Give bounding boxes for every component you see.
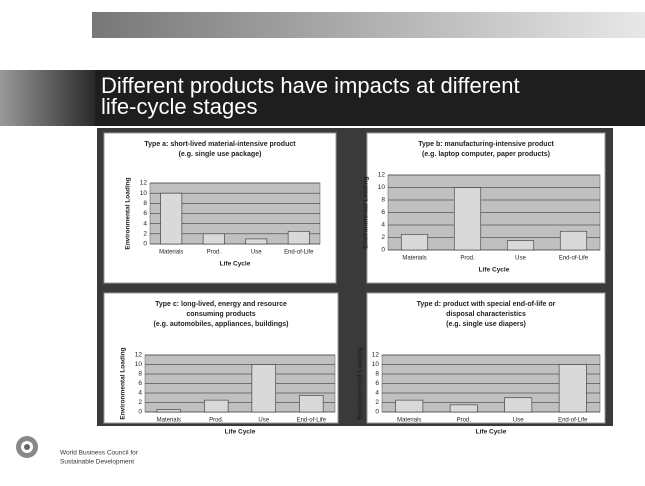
y-tick-label: 4 <box>375 390 379 397</box>
x-tick-label: Materials <box>402 256 426 262</box>
y-axis-label: Environmental Loading <box>120 347 127 419</box>
bar <box>287 230 310 245</box>
bar <box>299 395 324 413</box>
x-axis-label: Life Cycle <box>476 429 507 436</box>
y-tick-label: 12 <box>372 352 380 359</box>
bar <box>251 364 276 413</box>
y-tick-label: 6 <box>375 380 379 387</box>
x-tick-label: Materials <box>397 418 421 424</box>
x-tick-label: Prod. <box>207 250 222 256</box>
x-tick-label: End-of-Life <box>559 256 589 262</box>
bar <box>400 234 429 251</box>
slide-title: Different products have impacts at diffe… <box>101 73 520 98</box>
bar <box>245 238 268 245</box>
x-axis-label: Life Cycle <box>225 429 256 436</box>
x-tick-label: Prod. <box>457 418 472 424</box>
x-tick-label: Materials <box>157 418 181 424</box>
chart-title: disposal characteristics <box>446 311 526 318</box>
bar <box>202 233 225 245</box>
x-axis-label: Life Cycle <box>220 261 251 268</box>
x-tick-label: Prod. <box>209 418 224 424</box>
bar <box>453 187 482 251</box>
bar <box>160 192 183 245</box>
chart-title: Type b: manufacturing-intensive product <box>418 141 554 148</box>
y-axis-label: Environmental Loading <box>363 176 370 248</box>
y-tick-label: 8 <box>138 371 142 378</box>
y-tick-label: 2 <box>143 231 147 238</box>
title-image <box>0 70 95 126</box>
y-tick-label: 2 <box>381 234 385 241</box>
y-tick-label: 6 <box>143 210 147 217</box>
x-tick-label: Materials <box>159 250 183 256</box>
bar <box>156 409 181 413</box>
chart-title: (e.g. laptop computer, paper products) <box>422 151 550 158</box>
y-tick-label: 4 <box>138 390 142 397</box>
y-tick-label: 8 <box>381 197 385 204</box>
x-tick-label: End-of-Life <box>558 418 588 424</box>
y-tick-label: 2 <box>138 399 142 406</box>
y-tick-label: 12 <box>378 172 386 179</box>
bar <box>506 240 535 251</box>
footer-text: Sustainable Development <box>60 459 134 466</box>
y-tick-label: 2 <box>375 399 379 406</box>
y-tick-label: 0 <box>138 409 142 416</box>
y-tick-label: 12 <box>135 352 143 359</box>
y-tick-label: 8 <box>143 200 147 207</box>
y-axis-label: Environmental Loading <box>357 347 364 419</box>
chart-title: (e.g. single use package) <box>179 151 262 158</box>
x-axis-label: Life Cycle <box>479 267 510 274</box>
y-tick-label: 0 <box>375 409 379 416</box>
x-tick-label: Use <box>513 418 524 424</box>
y-tick-label: 10 <box>372 361 380 368</box>
bar <box>558 364 587 413</box>
y-axis-label: Environmental Loading <box>125 177 132 249</box>
title-bar <box>0 70 645 126</box>
x-tick-label: End-of-Life <box>284 250 314 256</box>
chart-title: (e.g. automobiles, appliances, buildings… <box>154 321 289 328</box>
x-tick-label: Use <box>515 256 526 262</box>
y-tick-label: 10 <box>140 190 148 197</box>
chart-title: Type a: short-lived material-intensive p… <box>144 141 296 148</box>
y-tick-label: 10 <box>378 184 386 191</box>
x-tick-label: End-of-Life <box>297 418 327 424</box>
y-tick-label: 4 <box>143 220 147 227</box>
y-tick-label: 10 <box>135 361 143 368</box>
chart-title: Type d: product with special end-of-life… <box>417 301 556 308</box>
y-tick-label: 8 <box>375 371 379 378</box>
bar <box>504 397 533 413</box>
chart-title: consuming products <box>186 311 255 318</box>
x-tick-label: Use <box>258 418 269 424</box>
logo <box>16 436 38 458</box>
chart-title: (e.g. single use diapers) <box>446 321 526 328</box>
bar <box>204 399 229 413</box>
y-tick-label: 6 <box>138 380 142 387</box>
y-tick-label: 0 <box>381 247 385 254</box>
y-tick-label: 6 <box>381 209 385 216</box>
footer-text: World Business Council for <box>60 450 139 457</box>
top-band <box>92 12 645 38</box>
bar <box>449 404 478 413</box>
bar <box>559 230 588 251</box>
y-tick-label: 12 <box>140 180 148 187</box>
slide-title: life-cycle stages <box>101 94 258 119</box>
y-tick-label: 4 <box>381 222 385 229</box>
x-tick-label: Prod. <box>460 256 475 262</box>
y-tick-label: 0 <box>143 241 147 248</box>
x-tick-label: Use <box>251 250 262 256</box>
chart-title: Type c: long-lived, energy and resource <box>155 301 287 308</box>
bar <box>395 399 424 413</box>
